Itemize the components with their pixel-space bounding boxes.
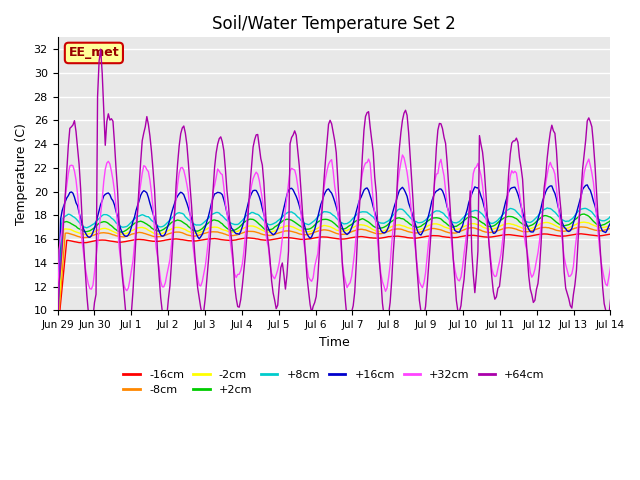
- -16cm: [614, 230, 622, 236]
- +2cm: [357, 216, 365, 222]
- -8cm: [54, 328, 61, 334]
- +32cm: [54, 341, 61, 347]
- -8cm: [616, 224, 623, 229]
- +64cm: [54, 358, 61, 363]
- -16cm: [92, 238, 100, 243]
- -2cm: [616, 218, 623, 224]
- +8cm: [619, 204, 627, 210]
- +32cm: [92, 254, 100, 260]
- Line: +64cm: +64cm: [58, 49, 640, 360]
- Text: EE_met: EE_met: [68, 47, 119, 60]
- +16cm: [357, 195, 365, 201]
- Line: +8cm: +8cm: [58, 207, 640, 325]
- +8cm: [562, 218, 570, 224]
- +32cm: [620, 151, 628, 157]
- Line: +16cm: +16cm: [58, 185, 640, 327]
- Line: +2cm: +2cm: [58, 214, 640, 312]
- +16cm: [74, 203, 81, 208]
- -16cm: [357, 234, 365, 240]
- -16cm: [474, 233, 482, 239]
- +16cm: [474, 185, 482, 191]
- +32cm: [562, 262, 570, 267]
- Line: -8cm: -8cm: [58, 227, 640, 331]
- +64cm: [92, 291, 100, 297]
- +2cm: [92, 223, 100, 229]
- +2cm: [54, 310, 61, 315]
- +8cm: [474, 208, 482, 214]
- +16cm: [54, 324, 61, 330]
- Title: Soil/Water Temperature Set 2: Soil/Water Temperature Set 2: [212, 15, 456, 33]
- +16cm: [92, 220, 100, 226]
- -8cm: [474, 227, 482, 232]
- +32cm: [474, 160, 482, 166]
- -2cm: [357, 222, 365, 228]
- -8cm: [357, 227, 365, 232]
- Legend: -16cm, -8cm, -2cm, +2cm, +8cm, +16cm, +32cm, +64cm: -16cm, -8cm, -2cm, +2cm, +8cm, +16cm, +3…: [119, 365, 549, 400]
- +8cm: [74, 217, 81, 223]
- -16cm: [74, 240, 81, 245]
- Line: -2cm: -2cm: [58, 221, 640, 330]
- +2cm: [562, 223, 570, 228]
- X-axis label: Time: Time: [319, 336, 349, 349]
- +8cm: [357, 209, 365, 215]
- -2cm: [92, 228, 100, 234]
- +64cm: [97, 47, 104, 52]
- -2cm: [54, 327, 61, 333]
- +16cm: [620, 182, 628, 188]
- -2cm: [74, 229, 81, 235]
- +8cm: [92, 218, 100, 224]
- Line: +32cm: +32cm: [58, 154, 640, 344]
- +64cm: [74, 145, 81, 151]
- -16cm: [562, 233, 570, 239]
- -2cm: [474, 222, 482, 228]
- Y-axis label: Temperature (C): Temperature (C): [15, 123, 28, 225]
- +2cm: [74, 225, 81, 231]
- +64cm: [563, 290, 571, 296]
- +64cm: [476, 133, 483, 139]
- -2cm: [562, 226, 570, 231]
- -16cm: [54, 332, 61, 337]
- +64cm: [358, 152, 366, 158]
- +32cm: [74, 191, 81, 197]
- -8cm: [562, 228, 570, 234]
- +32cm: [357, 181, 365, 187]
- Line: -16cm: -16cm: [58, 233, 640, 335]
- +8cm: [54, 323, 61, 328]
- +2cm: [474, 217, 482, 223]
- -8cm: [74, 233, 81, 239]
- +2cm: [580, 211, 588, 217]
- -8cm: [92, 231, 100, 237]
- +16cm: [562, 226, 570, 231]
